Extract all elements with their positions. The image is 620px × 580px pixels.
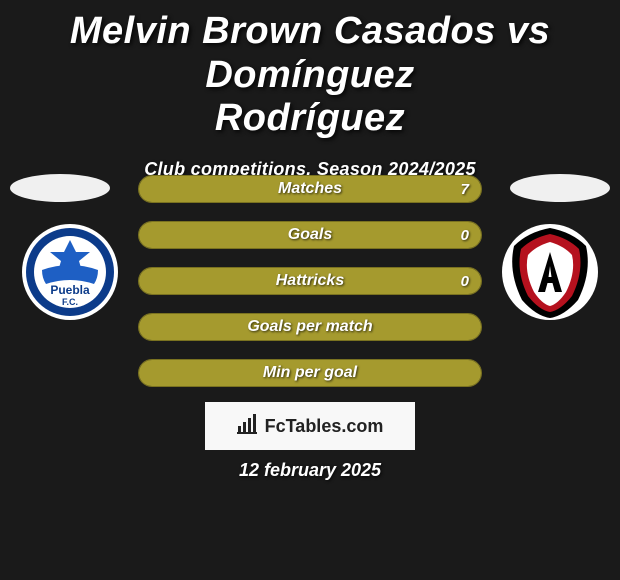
svg-text:Puebla: Puebla <box>50 283 90 297</box>
player-photo-left <box>10 174 110 202</box>
title-line-2: Rodríguez <box>215 97 405 139</box>
club-logo-right <box>500 222 600 322</box>
stat-val-right: 0 <box>449 222 481 248</box>
date-label: 12 february 2025 <box>0 460 620 481</box>
page-title: Melvin Brown Casados vs Domínguez Rodríg… <box>0 0 620 141</box>
stats-block: Matches7Goals0Hattricks0Goals per matchM… <box>138 175 482 405</box>
puebla-logo-icon: Puebla F.C. <box>20 222 120 322</box>
stat-bar: Hattricks0 <box>138 267 482 295</box>
stat-bar: Goals per match <box>138 313 482 341</box>
watermark: FcTables.com <box>205 402 415 450</box>
stat-label: Min per goal <box>139 360 481 386</box>
stat-label: Goals <box>139 222 481 248</box>
stat-bar: Matches7 <box>138 175 482 203</box>
stat-val-right: 0 <box>449 268 481 294</box>
stat-bar: Goals0 <box>138 221 482 249</box>
svg-text:F.C.: F.C. <box>62 297 78 307</box>
atlas-logo-icon <box>500 222 600 322</box>
player-photo-right <box>510 174 610 202</box>
stat-val-right: 7 <box>449 176 481 202</box>
comparison-card: Melvin Brown Casados vs Domínguez Rodríg… <box>0 0 620 580</box>
stat-label: Hattricks <box>139 268 481 294</box>
stat-label: Goals per match <box>139 314 481 340</box>
club-logo-left: Puebla F.C. <box>20 222 120 322</box>
chart-icon <box>237 414 259 439</box>
title-line-1: Melvin Brown Casados vs Domínguez <box>70 10 550 96</box>
watermark-text: FcTables.com <box>265 416 384 437</box>
stat-label: Matches <box>139 176 481 202</box>
stat-bar: Min per goal <box>138 359 482 387</box>
